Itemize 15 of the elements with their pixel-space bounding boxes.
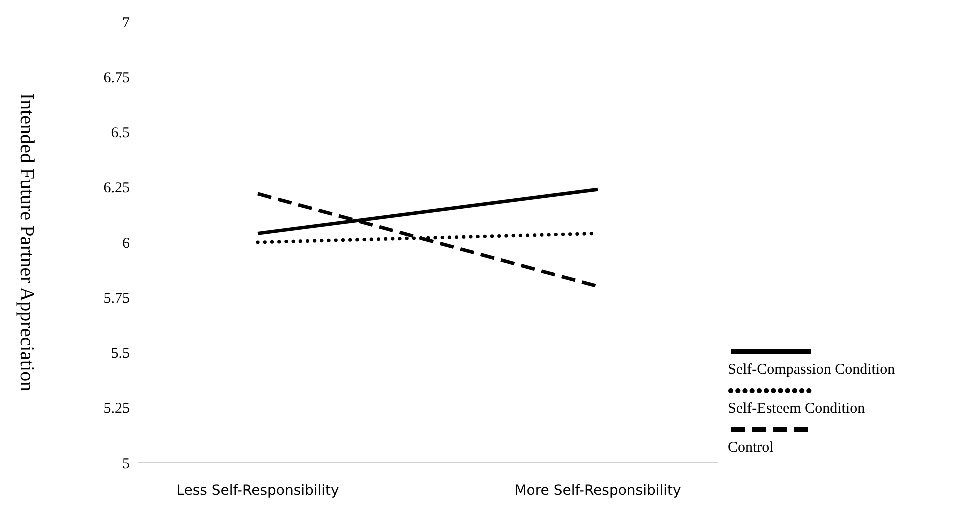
y-tick-label: 6.75 [104, 70, 130, 86]
y-axis-title: Intended Future Partner Appreciation [16, 93, 38, 392]
y-tick-label: 5 [122, 456, 130, 472]
y-tick-label: 5.25 [104, 401, 130, 418]
x-tick-label: Less Self-Responsibility [176, 482, 340, 499]
x-tick-label: More Self-Responsibility [514, 482, 682, 499]
text: Self-Compassion Condition [728, 362, 896, 379]
y-tick-label: 6 [122, 236, 130, 252]
text: Control [728, 440, 775, 457]
y-tick-label: 5.5 [111, 346, 130, 362]
y-tick-label: 5.75 [104, 290, 130, 307]
y-tick-label: 6.25 [104, 180, 130, 197]
y-tick-label: 6.5 [111, 126, 130, 142]
text: Self-Esteem Condition [728, 401, 866, 418]
y-tick-label: 7 [122, 15, 130, 32]
